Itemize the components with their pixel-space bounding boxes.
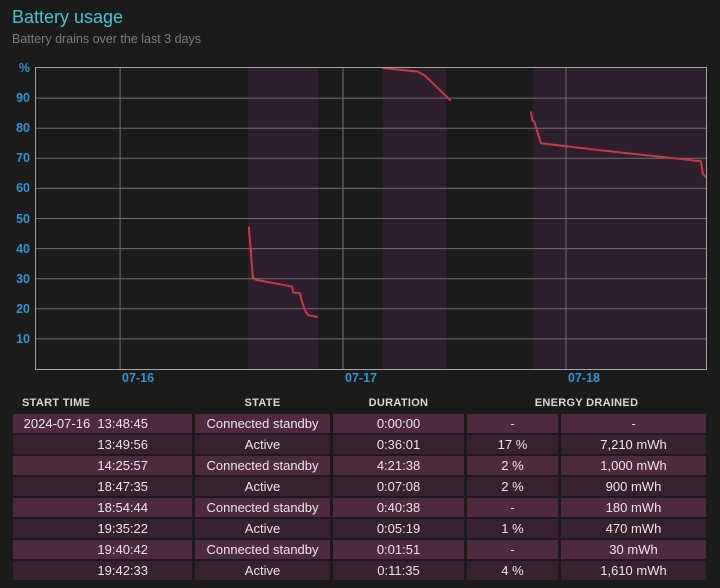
chart-canvas	[36, 68, 706, 369]
cell-percent: 2 %	[467, 477, 558, 496]
cell-state: Connected standby	[195, 414, 330, 433]
x-tick-label: 07-17	[345, 371, 377, 385]
cell-start-time: 19:40:42	[13, 540, 192, 559]
cell-start-time: 18:47:35	[13, 477, 192, 496]
x-tick-label: 07-16	[122, 371, 155, 385]
cell-percent: 2 %	[467, 456, 558, 475]
y-tick-label: %	[18, 61, 30, 75]
cell-start-time: 2024-07-16 13:48:45	[13, 414, 192, 433]
battery-line-segment	[530, 111, 706, 178]
cell-percent: 4 %	[467, 561, 558, 580]
table-row: 19:42:33 Active 0:11:35 4 % 1,610 mWh	[13, 561, 706, 580]
y-tick-label: 30	[16, 271, 30, 286]
y-axis-labels: % 90 80 70 60 50 40 30 20 10	[0, 61, 30, 369]
cell-state: Active	[195, 435, 330, 454]
cell-energy: 1,000 mWh	[561, 456, 706, 475]
cell-state: Connected standby	[195, 456, 330, 475]
cell-duration: 0:36:01	[333, 435, 464, 454]
cell-state: Active	[195, 561, 330, 580]
page-title: Battery usage	[12, 7, 124, 27]
cell-energy: 470 mWh	[561, 519, 706, 538]
y-tick-label: 60	[16, 181, 30, 196]
x-tick-label: 07-18	[567, 371, 600, 385]
table-row: 14:25:57 Connected standby 4:21:38 2 % 1,000…	[13, 456, 706, 475]
y-tick-label: 70	[16, 151, 30, 166]
cell-state: Active	[195, 519, 330, 538]
table-row: 18:54:44 Connected standby 0:40:38-180 mWh	[13, 498, 706, 517]
cell-duration: 0:01:51	[333, 540, 464, 559]
y-tick-label: 10	[16, 331, 30, 346]
y-tick-label: 40	[16, 241, 30, 256]
cell-percent: -	[467, 414, 558, 433]
table-row: 19:35:22 Active 0:05:19 1 % 470 mWh	[13, 519, 706, 538]
header-duration: DURATION	[368, 397, 429, 409]
cell-duration: 0:05:19	[333, 519, 464, 538]
cell-state: Active	[195, 477, 330, 496]
cell-percent: 17 %	[467, 435, 558, 454]
cell-start-time: 14:25:57	[13, 456, 192, 475]
y-tick-label: 50	[16, 211, 30, 226]
cell-energy: 7,210 mWh	[561, 435, 706, 454]
y-tick-label: 80	[16, 121, 30, 136]
header-energy-drained: ENERGY DRAINED	[534, 397, 639, 409]
cell-duration: 0:11:35	[333, 561, 464, 580]
table-row: 18:47:35 Active 0:07:08 2 % 900 mWh	[13, 477, 706, 496]
cell-duration: 0:00:00	[333, 414, 464, 433]
cell-start-time: 13:49:56	[13, 435, 192, 454]
cell-percent: -	[467, 498, 558, 517]
cell-duration: 0:40:38	[333, 498, 464, 517]
cell-energy: 1,610 mWh	[561, 561, 706, 580]
cell-start-time: 19:42:33	[13, 561, 192, 580]
cell-percent: -	[467, 540, 558, 559]
header-start-time: START TIME	[22, 397, 91, 409]
y-tick-label: 20	[16, 301, 30, 316]
cell-energy: 30 mWh	[561, 540, 706, 559]
battery-usage-chart	[35, 67, 707, 370]
battery-line-segment	[381, 68, 451, 102]
battery-line-segment	[247, 226, 318, 318]
table-row: 2024-07-16 13:48:45 Connected standby 0:00…	[13, 414, 706, 433]
table-header: START TIME STATE DURATION ENERGY DRAINED	[13, 397, 706, 409]
cell-start-time: 19:35:22	[13, 519, 192, 538]
cell-state: Connected standby	[195, 540, 330, 559]
y-tick-label: 90	[16, 91, 30, 106]
cell-state: Connected standby	[195, 498, 330, 517]
battery-usage-table: 2024-07-16 13:48:45 Connected standby 0:00…	[13, 414, 706, 582]
cell-start-time: 18:54:44	[13, 498, 192, 517]
cell-percent: 1 %	[467, 519, 558, 538]
table-row: 13:49:56 Active 0:36:01 17 % 7,210 mWh	[13, 435, 706, 454]
cell-duration: 0:07:08	[333, 477, 464, 496]
table-row: 19:40:42 Connected standby 0:01:51-30 mWh	[13, 540, 706, 559]
page-subtitle: Battery drains over the last 3 days	[12, 32, 201, 46]
header-state: STATE	[244, 397, 281, 409]
cell-energy: -	[561, 414, 706, 433]
cell-duration: 4:21:38	[333, 456, 464, 475]
x-axis-labels: 07-16 07-17 07-18	[36, 371, 706, 389]
cell-energy: 180 mWh	[561, 498, 706, 517]
cell-energy: 900 mWh	[561, 477, 706, 496]
